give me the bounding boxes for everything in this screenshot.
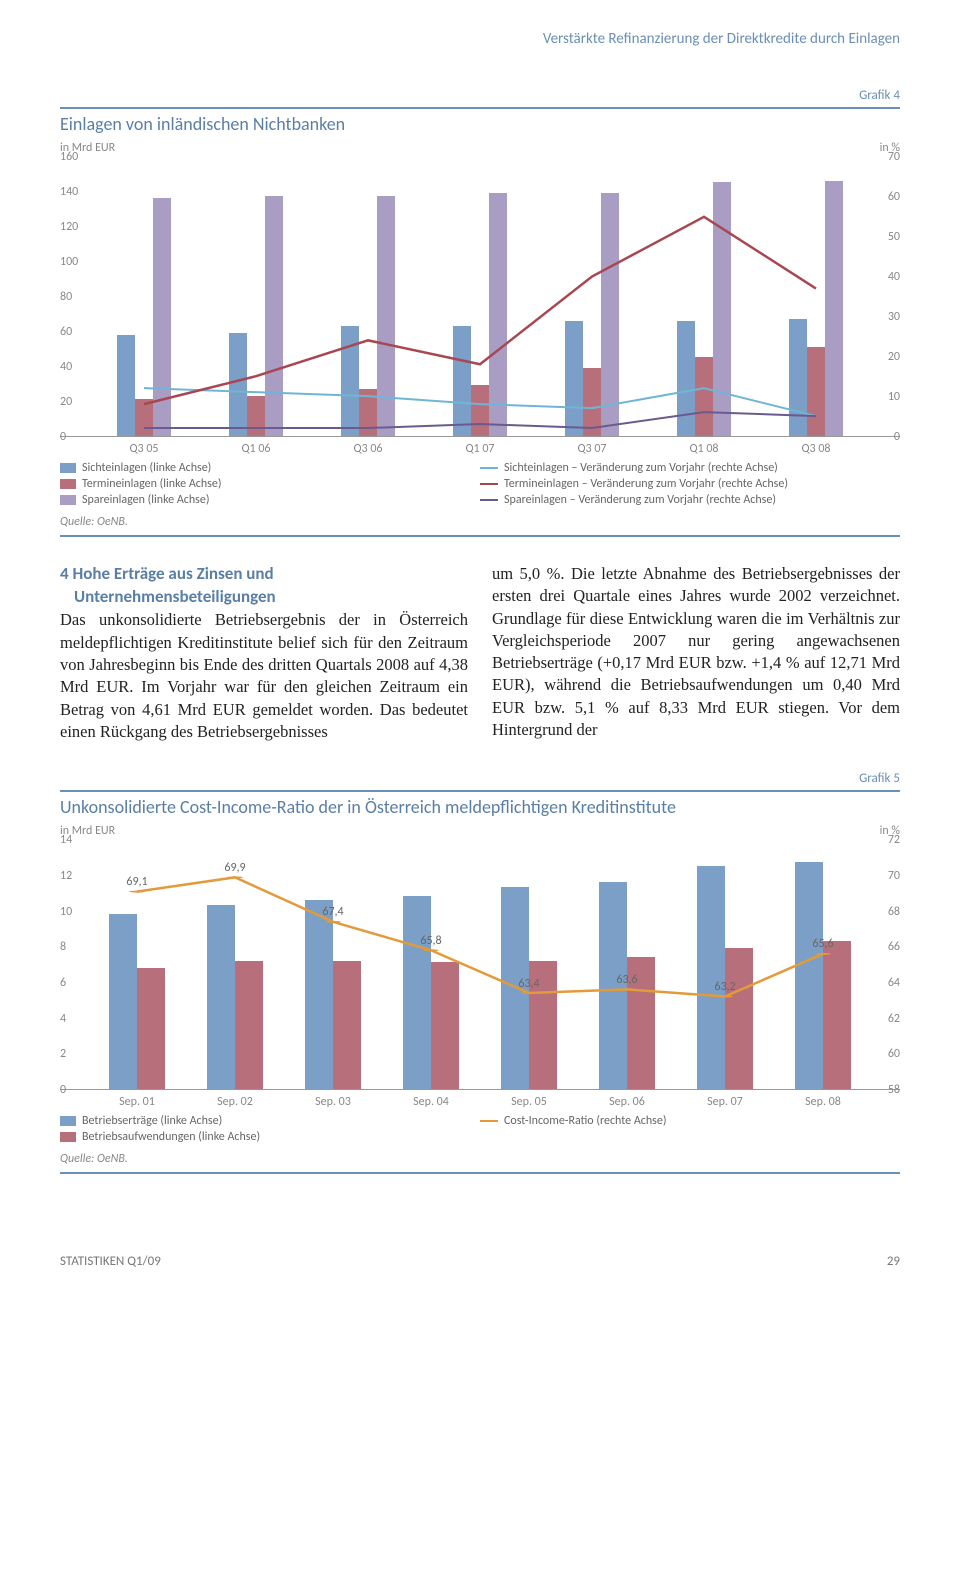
page-header: Verstärkte Refinanzierung der Direktkred… — [60, 30, 900, 48]
heading-line1: Hohe Erträge aus Zinsen und — [72, 563, 273, 584]
chart2-legend: Betriebserträge (linke Achse)Betriebsauf… — [60, 1114, 900, 1146]
heading-line2: Unternehmensbeteiligungen — [60, 586, 468, 609]
chart2-source: Quelle: OeNB. — [60, 1152, 900, 1174]
chart1-title: Einlagen von inländischen Nichtbanken — [60, 107, 900, 135]
chart2-title: Unkonsolidierte Cost-Income-Ratio der in… — [60, 790, 900, 818]
chart1-grafik-label: Grafik 4 — [60, 88, 900, 103]
section-heading: 4 Hohe Erträge aus Zinsen und Unternehme… — [60, 563, 468, 609]
body-text: 4 Hohe Erträge aus Zinsen und Unternehme… — [60, 563, 900, 743]
footer-right: 29 — [887, 1254, 900, 1269]
chart1-legend: Sichteinlagen (linke Achse)Termineinlage… — [60, 461, 900, 509]
heading-num: 4 — [60, 563, 69, 584]
footer-left: STATISTIKEN Q1/09 — [60, 1254, 161, 1269]
chart1-source: Quelle: OeNB. — [60, 515, 900, 537]
body-right-col: um 5,0 %. Die letzte Abnahme des Betrieb… — [492, 563, 900, 743]
page-footer: STATISTIKEN Q1/09 29 — [60, 1254, 900, 1269]
body-left-col: Das unkonsolidierte Betriebsergebnis der… — [60, 610, 468, 741]
chart2: 02468101214 5860626466687072 Sep. 01Sep.… — [60, 840, 900, 1090]
chart1: 020406080100120140160 010203040506070 Q3… — [60, 157, 900, 437]
chart2-grafik-label: Grafik 5 — [60, 771, 900, 786]
